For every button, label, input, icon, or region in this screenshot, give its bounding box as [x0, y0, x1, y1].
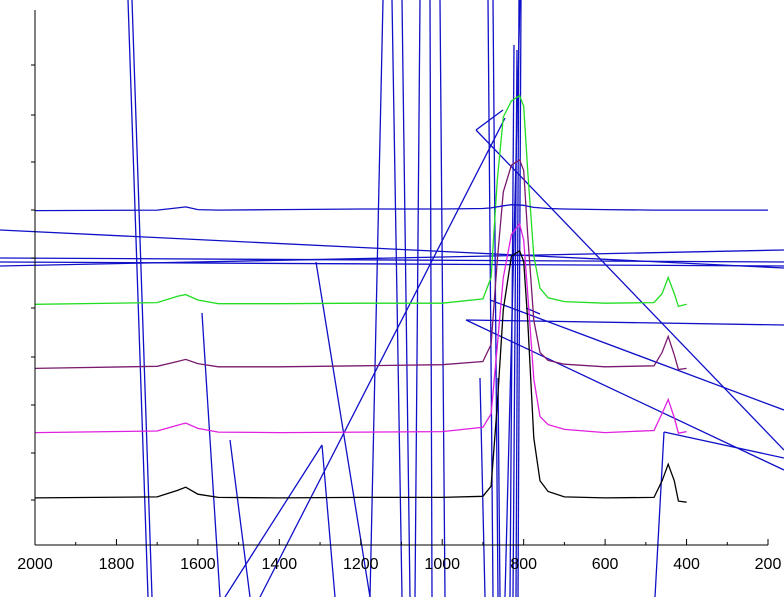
- overlay-line: [0, 249, 784, 267]
- overlay-line: [465, 319, 784, 471]
- series-line-1: [34, 249, 687, 503]
- overlay-line: [0, 261, 784, 267]
- overlay-line: [492, 0, 499, 597]
- overlay-line: [512, 49, 518, 597]
- overlay-line: [515, 0, 520, 597]
- overlay-line: [489, 299, 784, 411]
- x-tick-label: 200: [755, 556, 782, 573]
- overlay-line: [259, 117, 506, 597]
- overlay-line: [0, 257, 784, 263]
- x-tick-label: 1400: [262, 556, 298, 573]
- x-tick-label: 1000: [424, 556, 460, 573]
- series-line-4: [34, 94, 687, 308]
- overlay-line: [663, 431, 784, 459]
- overlay-line: [654, 431, 665, 597]
- series-line-5: [34, 204, 768, 212]
- x-tick-label: 2000: [17, 556, 53, 573]
- x-tick-label: 1800: [99, 556, 135, 573]
- overlay-line: [497, 377, 501, 597]
- overlay-line: [201, 312, 221, 597]
- overlay-line: [465, 319, 784, 326]
- overlay-line: [475, 109, 504, 131]
- overlay-line: [479, 377, 486, 597]
- overlay-line: [224, 444, 323, 597]
- x-tick-label: 1600: [180, 556, 216, 573]
- x-ticks: 2000 1800 1600 1400 1200 1000 800 600 400 200: [17, 539, 781, 573]
- overlay-line: [475, 129, 784, 451]
- x-tick-label: 1200: [343, 556, 379, 573]
- x-tick-label: 800: [510, 556, 537, 573]
- series-line-3: [34, 158, 687, 371]
- x-tick-label: 600: [592, 556, 619, 573]
- overlay-line: [229, 439, 251, 597]
- series-line-2: [34, 222, 687, 434]
- x-tick-label: 400: [673, 556, 700, 573]
- series-layer: [34, 94, 768, 503]
- overlay-line: [487, 0, 494, 597]
